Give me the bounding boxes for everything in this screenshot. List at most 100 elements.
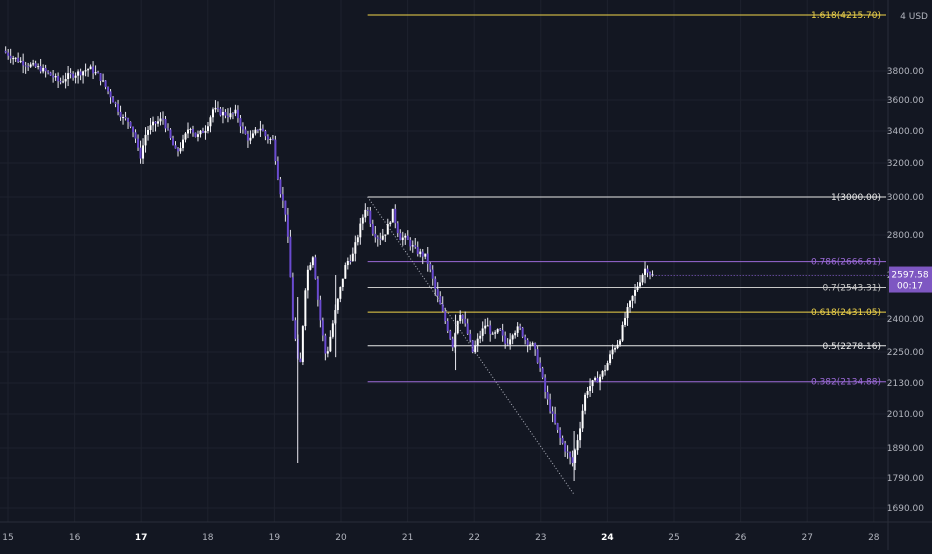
price-tick-label: 3600.00 (887, 96, 924, 106)
candle-body (376, 237, 379, 239)
candle-body (109, 91, 112, 98)
candle-body (306, 269, 309, 291)
candle-body (254, 129, 257, 134)
candle-body (64, 79, 67, 82)
candle-body (384, 234, 387, 236)
candle-body (179, 148, 182, 152)
candle-body (476, 338, 479, 346)
candle-body (434, 278, 437, 290)
candle-body (281, 194, 284, 201)
candle-body (144, 134, 147, 146)
fib-level-label: 0.618(2431.05) (811, 308, 881, 318)
candle-body (386, 224, 389, 235)
fib-level-label: 0.786(2666.61) (811, 258, 881, 268)
candle-body (396, 223, 399, 234)
candle-body (431, 269, 434, 279)
candle-body (566, 451, 569, 453)
time-tick-label: 21 (402, 533, 413, 543)
trend-line[interactable] (367, 196, 575, 495)
candle-body (421, 251, 424, 257)
candle-body (87, 69, 90, 71)
candle-body (52, 75, 55, 78)
candle-body (639, 282, 642, 287)
candle-body (12, 58, 15, 60)
candle-body (311, 257, 314, 266)
candle-body (446, 321, 449, 332)
candle-body (209, 117, 212, 127)
candle-body (366, 209, 369, 211)
candle-body (394, 208, 397, 224)
candle-body (186, 129, 189, 134)
candle-body (564, 443, 567, 452)
candle-body (324, 335, 327, 354)
candle-body (129, 121, 132, 127)
candle-body (381, 235, 384, 240)
price-axis-panel[interactable] (888, 0, 932, 522)
candle-body (599, 376, 602, 383)
candle-body (124, 117, 127, 119)
candle-body (634, 290, 637, 296)
candle-body (152, 121, 155, 126)
candle-body (321, 320, 324, 336)
candle-body (9, 55, 12, 59)
candle-body (316, 278, 319, 300)
candle-body (89, 66, 92, 70)
candle-body (534, 343, 537, 350)
price-tick-label: 3000.00 (887, 193, 924, 203)
time-axis-panel[interactable] (0, 522, 888, 550)
candle-body (246, 133, 249, 141)
candle-body (559, 430, 562, 438)
candle-body (32, 63, 35, 65)
price-tick-label: 1690.00 (887, 504, 924, 514)
candle-body (524, 336, 527, 340)
candle-body (501, 330, 504, 336)
candle-body (49, 72, 52, 76)
candle-body (416, 246, 419, 255)
candle-body (22, 60, 25, 66)
candle-body (626, 307, 629, 319)
candle-body (284, 200, 287, 215)
candle-body (74, 75, 77, 78)
candle-body (474, 345, 477, 353)
candle-body (536, 349, 539, 363)
time-tick-label: 17 (135, 533, 148, 543)
fib-level-label: 0.7(2543.31) (822, 283, 881, 293)
candle-body (62, 81, 65, 83)
price-tick-label: 2010.00 (887, 410, 924, 420)
candle-body (391, 208, 394, 223)
candle-body (461, 314, 464, 319)
price-tick-label: 2130.00 (887, 379, 924, 389)
candle-body (114, 102, 117, 104)
candle-body (584, 394, 587, 411)
candle-body (99, 73, 102, 81)
candle-body (441, 304, 444, 312)
time-tick-label: 22 (468, 533, 479, 543)
last-price-value: 2597.58 (891, 271, 928, 281)
candle-body (216, 107, 219, 109)
candle-body (611, 349, 614, 355)
candle-body (39, 66, 42, 72)
candle-body (261, 128, 264, 132)
candle-body (214, 107, 217, 110)
last-price-tag[interactable] (889, 266, 932, 293)
candle-body (239, 118, 242, 127)
candle-body (351, 253, 354, 262)
candle-body (259, 128, 262, 131)
candle-body (641, 274, 644, 283)
candle-body (596, 377, 599, 383)
candle-body (619, 340, 622, 345)
candle-body (349, 261, 352, 263)
candle-body (271, 138, 274, 140)
candle-body (59, 81, 62, 83)
time-tick-label: 25 (668, 533, 679, 543)
candle-body (436, 289, 439, 297)
candle-body (127, 118, 130, 122)
candle-body (604, 370, 607, 372)
candle-body (451, 338, 454, 348)
candle-body (541, 368, 544, 378)
candle-body (54, 76, 57, 78)
candle-body (329, 336, 332, 352)
candle-body (42, 67, 45, 72)
